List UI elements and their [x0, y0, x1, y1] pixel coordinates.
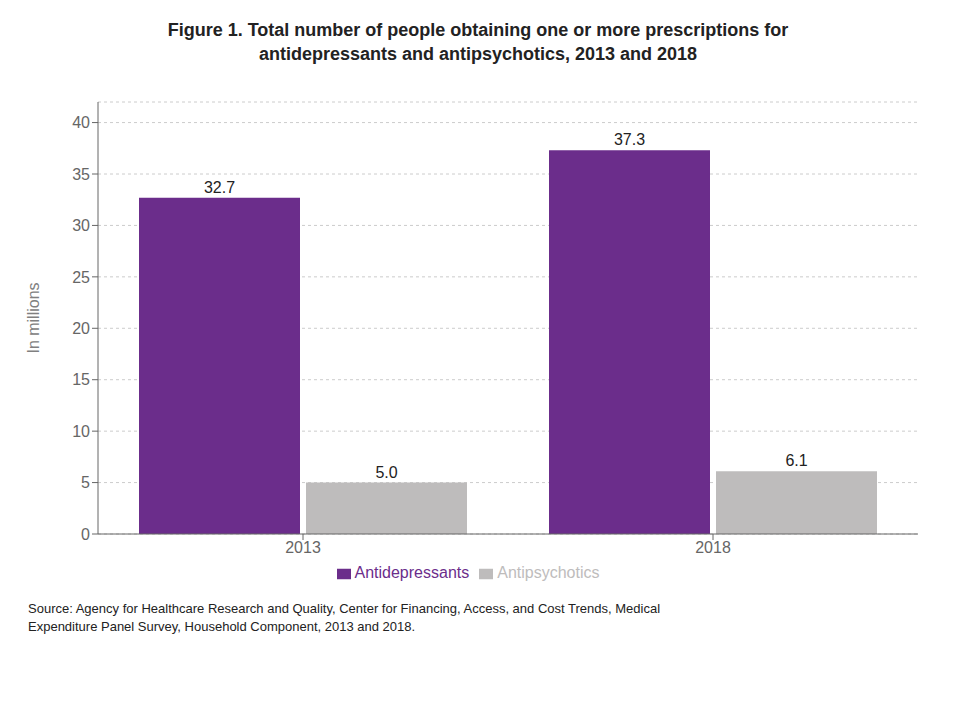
svg-text:25: 25 [72, 269, 90, 286]
svg-text:40: 40 [72, 114, 90, 131]
svg-text:15: 15 [72, 371, 90, 388]
svg-text:10: 10 [72, 423, 90, 440]
svg-text:2013: 2013 [285, 539, 321, 556]
svg-text:5.0: 5.0 [375, 464, 397, 481]
svg-text:35: 35 [72, 166, 90, 183]
svg-text:32.7: 32.7 [204, 179, 235, 196]
svg-text:0: 0 [81, 526, 90, 543]
html-text:Figure 1. Total number of peop: Figure 1. Total number of people obtaini… [167, 20, 789, 40]
svg-text:30: 30 [72, 217, 90, 234]
svg-text:5: 5 [81, 474, 90, 491]
html-text:Antidepressants: Antidepressants [354, 564, 470, 581]
html-text:Source: Agency for Healthcare: Source: Agency for Healthcare Research a… [28, 601, 660, 634]
svg-text:In millions: In millions [25, 282, 42, 353]
html-text:Antipsychotics: Antipsychotics [497, 564, 600, 581]
svg-text:37.3: 37.3 [614, 131, 645, 148]
svg-text:20: 20 [72, 320, 90, 337]
html-text:antidepressants and antipsycho: antidepressants and antipsychotics, 2013… [258, 44, 698, 64]
svg-text:6.1: 6.1 [785, 452, 807, 469]
svg-text:2018: 2018 [695, 539, 731, 556]
